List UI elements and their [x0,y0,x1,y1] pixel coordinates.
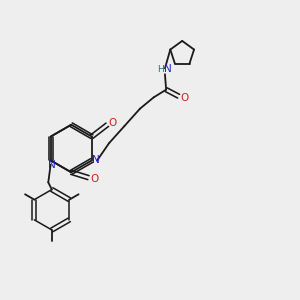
Text: N: N [164,64,172,74]
Text: O: O [109,118,117,128]
Text: N: N [48,160,56,170]
Text: H: H [158,65,164,74]
Text: O: O [90,174,98,184]
Text: O: O [180,93,188,103]
Text: N: N [92,154,100,164]
